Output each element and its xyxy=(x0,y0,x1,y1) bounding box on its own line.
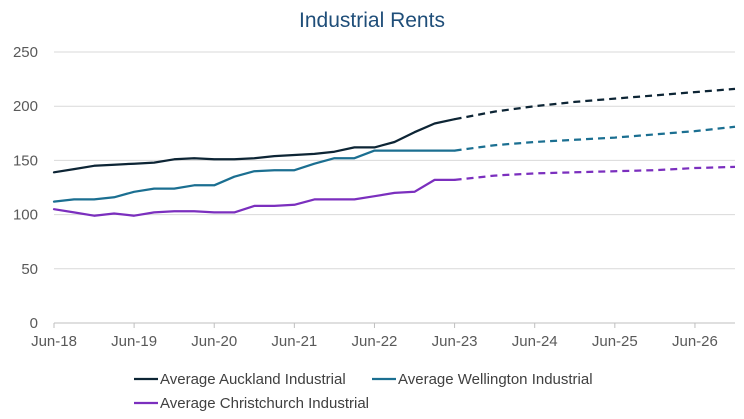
y-tick-label: 250 xyxy=(13,44,38,61)
x-tick-label: Jun-20 xyxy=(191,333,237,350)
y-tick-label: 150 xyxy=(13,152,38,169)
x-tick-label: Jun-25 xyxy=(592,333,638,350)
y-tick-label: 0 xyxy=(30,315,38,332)
legend: Average Auckland Industrial Average Welli… xyxy=(134,371,593,412)
x-tick-label: Jun-19 xyxy=(111,333,157,350)
x-tick-label: Jun-26 xyxy=(672,333,718,350)
x-tick-label: Jun-23 xyxy=(432,333,478,350)
y-axis-ticks: 0 50 100 150 200 250 xyxy=(13,44,38,332)
series-line-actual xyxy=(52,118,456,174)
legend-label: Average Christchurch Industrial xyxy=(160,395,369,412)
series-line-forecast xyxy=(454,87,736,121)
series-line-forecast xyxy=(454,165,736,182)
y-tick-label: 200 xyxy=(13,98,38,115)
x-tick-label: Jun-22 xyxy=(352,333,398,350)
gridlines xyxy=(54,51,735,270)
y-tick-label: 100 xyxy=(13,207,38,224)
series-lines xyxy=(52,87,736,217)
legend-label: Average Wellington Industrial xyxy=(398,371,593,388)
legend-label: Average Auckland Industrial xyxy=(160,371,346,388)
series-line-actual xyxy=(52,149,456,203)
x-tick-label: Jun-18 xyxy=(31,333,77,350)
series-line-actual xyxy=(52,178,456,217)
series-line-forecast xyxy=(454,125,736,152)
chart-title: Industrial Rents xyxy=(299,9,445,32)
x-tick-label: Jun-24 xyxy=(512,333,558,350)
x-tick-label: Jun-21 xyxy=(271,333,317,350)
x-axis: Jun-18 Jun-19 Jun-20 Jun-21 Jun-22 Jun-23 Jun-… xyxy=(31,322,735,350)
y-tick-label: 50 xyxy=(21,261,38,278)
